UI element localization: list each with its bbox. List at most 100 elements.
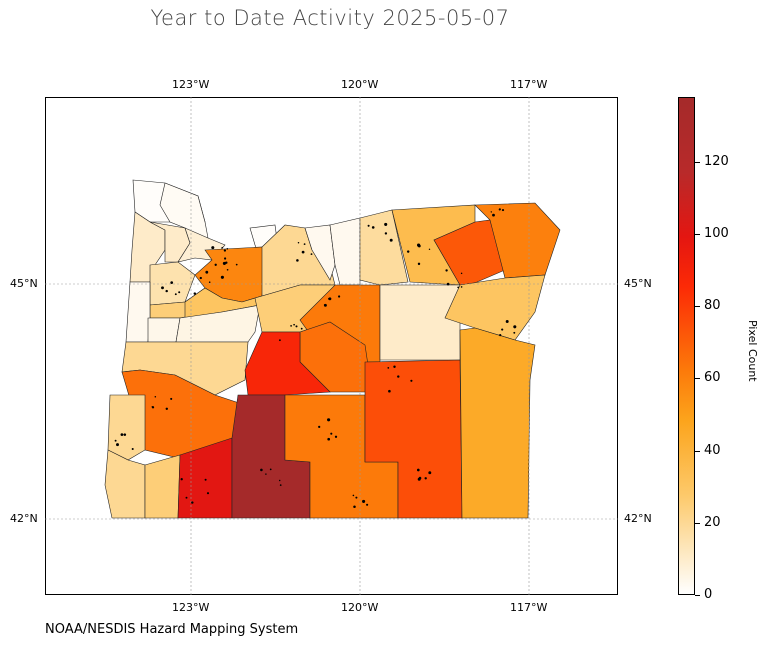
fire-detection-dot — [235, 263, 238, 266]
colorbar-tick-label: 60 — [704, 370, 721, 386]
fire-detection-dot — [367, 224, 370, 227]
fire-detection-dot — [424, 477, 427, 480]
colorbar-tick-label: 20 — [704, 514, 721, 530]
fire-detection-dot — [120, 433, 124, 436]
fire-detection-dot — [221, 246, 223, 249]
county-malheur — [459, 327, 536, 519]
fire-detection-dot — [226, 268, 229, 271]
colorbar-tick-mark — [695, 522, 700, 524]
fire-detection-dot — [161, 286, 164, 290]
colorbar-tick-mark — [695, 234, 700, 236]
fire-detection-dot — [211, 246, 215, 250]
fire-detection-dot — [300, 327, 303, 330]
lat-tick-label-left: 42°N — [10, 512, 38, 525]
fire-detection-dot — [293, 323, 295, 326]
fire-detection-dot — [185, 496, 188, 499]
fire-detection-dot — [397, 375, 400, 378]
fire-detection-dot — [165, 289, 168, 293]
fire-detection-dot — [226, 248, 229, 250]
fire-detection-dot — [174, 293, 177, 296]
fire-detection-dot — [123, 433, 127, 436]
lon-tick-label-bottom: 120°W — [341, 601, 379, 614]
fire-detection-dot — [387, 367, 390, 369]
fire-detection-dot — [417, 244, 421, 248]
fire-detection-dot — [295, 325, 298, 328]
credit-text: NOAA/NESDIS Hazard Mapping System — [45, 622, 299, 637]
fire-detection-dot — [460, 272, 463, 275]
fire-detection-dot — [371, 226, 375, 229]
lat-tick-label-right: 45°N — [624, 277, 652, 290]
county-benton — [147, 317, 181, 343]
lon-tick-label-top: 117°W — [510, 78, 548, 91]
fire-detection-dot — [116, 443, 119, 447]
fire-detection-dot — [323, 303, 327, 307]
fire-detection-dot — [410, 379, 413, 382]
fire-detection-dot — [279, 484, 282, 486]
colorbar — [678, 97, 695, 595]
fire-detection-dot — [278, 479, 281, 482]
colorbar-tick-label: 0 — [704, 587, 713, 602]
fire-detection-dot — [165, 407, 168, 410]
fire-detection-dot — [180, 478, 183, 481]
county-lincoln — [125, 281, 151, 343]
fire-detection-dot — [428, 471, 432, 475]
fire-detection-dot — [290, 325, 292, 327]
fire-detection-dot — [199, 276, 202, 280]
lon-tick-label-bottom: 123°W — [172, 601, 210, 614]
fire-detection-dot — [445, 269, 448, 272]
fire-detection-dot — [384, 222, 388, 226]
fire-detection-dot — [366, 503, 369, 506]
colorbar-tick-label: 120 — [704, 153, 729, 169]
fire-detection-dot — [498, 208, 501, 211]
fire-detection-dot — [334, 435, 338, 438]
fire-detection-dot — [303, 243, 306, 246]
fire-detection-dot — [220, 275, 224, 279]
fire-detection-dot — [389, 238, 393, 242]
fire-detection-dot — [393, 365, 396, 369]
fire-detection-dot — [490, 211, 492, 213]
fire-detection-dot — [513, 331, 516, 334]
fire-detection-dot — [513, 325, 517, 329]
fire-detection-dot — [388, 389, 391, 393]
fire-detection-dot — [457, 286, 460, 289]
fire-detection-dot — [460, 286, 463, 288]
fire-detection-dot — [327, 437, 331, 441]
county-grant — [379, 284, 461, 361]
colorbar-tick-mark — [695, 378, 700, 380]
fire-detection-dot — [505, 320, 509, 323]
fire-detection-dot — [501, 209, 505, 212]
fire-detection-dot — [131, 447, 134, 451]
fire-detection-dot — [206, 492, 210, 495]
fire-detection-dot — [154, 396, 157, 398]
fire-detection-dot — [406, 250, 410, 253]
county-curry — [104, 449, 146, 519]
fire-detection-dot — [269, 468, 272, 471]
fire-detection-dot — [338, 295, 341, 298]
fire-detection-dot — [225, 261, 228, 264]
county-gilliam — [329, 217, 361, 286]
fire-detection-dot — [224, 257, 227, 260]
lon-tick-label-top: 123°W — [172, 78, 210, 91]
colorbar-tick-label: 40 — [704, 442, 721, 458]
colorbar-tick-label: 100 — [704, 226, 729, 242]
fire-detection-dot — [352, 494, 355, 497]
fire-detection-dot — [499, 333, 502, 337]
fire-detection-dot — [417, 477, 421, 481]
fire-detection-dot — [297, 241, 300, 244]
colorbar-tick-label: 80 — [704, 298, 721, 314]
fire-detection-dot — [362, 499, 366, 503]
lat-tick-label-right: 42°N — [624, 512, 652, 525]
county-deschutes — [244, 331, 331, 396]
fire-detection-dot — [492, 213, 495, 217]
fire-detection-dot — [170, 281, 174, 284]
fire-detection-dot — [355, 496, 358, 499]
fire-detection-dot — [223, 249, 227, 252]
fire-detection-dot — [296, 259, 299, 262]
colorbar-tick-mark — [695, 595, 700, 596]
gridlines — [45, 97, 618, 595]
county-baker — [444, 274, 546, 341]
colorbar-title: Pixel Count — [746, 320, 759, 382]
fire-detection-dot — [170, 397, 173, 400]
county-sherman — [304, 224, 336, 281]
fire-detection-dot — [318, 425, 321, 429]
